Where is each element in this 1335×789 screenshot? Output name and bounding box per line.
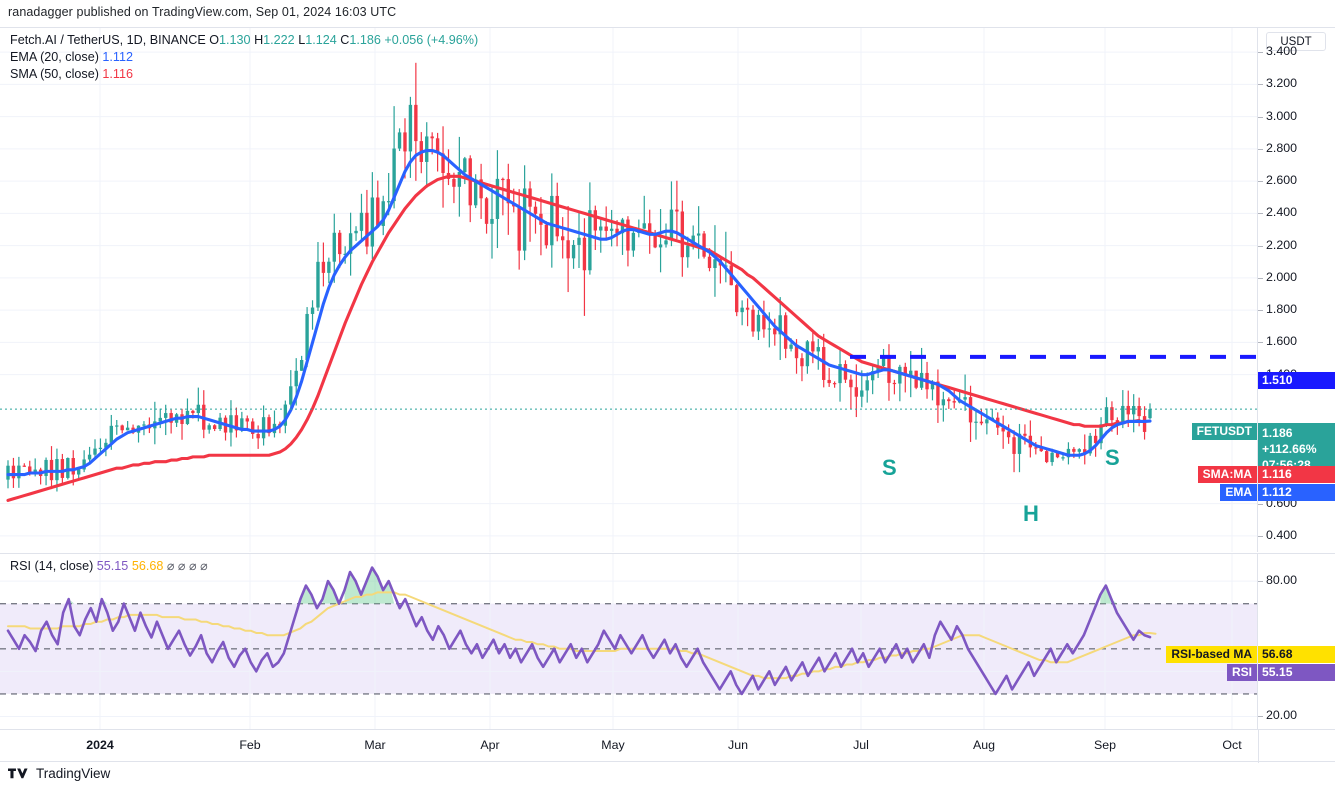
last-price-value: 1.186	[1262, 426, 1293, 440]
legend-symbol-row[interactable]: Fetch.AI / TetherUS, 1D, BINANCE O1.130 …	[10, 32, 478, 49]
price-axis-tickmark	[1258, 213, 1263, 215]
attribution-text: ranadagger published on TradingView.com,…	[8, 5, 397, 19]
sma-price-badge[interactable]: 1.116	[1258, 466, 1335, 483]
price-axis-tick: 2.600	[1266, 173, 1298, 188]
legend-high-label: H	[254, 33, 264, 47]
rsi-legend-row: RSI (14, close) 55.15 56.68 ⌀ ⌀ ⌀ ⌀	[10, 558, 208, 573]
price-axis-tick: 1.800	[1266, 302, 1298, 317]
time-axis-divider	[1258, 730, 1259, 763]
last-price-badge[interactable]: 1.186 +112.66% 07:56:28	[1258, 423, 1335, 472]
chart-frame: Fetch.AI / TetherUS, 1D, BINANCE O1.130 …	[0, 27, 1335, 763]
price-axis-tickmark	[1258, 277, 1263, 279]
rsi-legend-title: RSI (14, close)	[10, 559, 94, 573]
time-axis-label: Sep	[1093, 738, 1117, 752]
time-axis-label: Jul	[853, 738, 869, 752]
price-axis-tickmark	[1258, 535, 1263, 537]
time-axis-label: Mar	[364, 738, 386, 752]
rsi-legend-value: 55.15	[96, 559, 129, 573]
legend-symbol: Fetch.AI / TetherUS, 1D, BINANCE	[10, 33, 206, 47]
time-axis[interactable]: 2024 Feb Mar Apr May Jun Jul Aug Sep Oct	[0, 729, 1335, 763]
legend-low-value: 1.124	[305, 33, 337, 47]
rsi-value-badge[interactable]: 55.15	[1258, 664, 1335, 681]
price-axis[interactable]: USDT 3.400 3.200 3.000 2.800 2.600 2.400 2.200…	[1258, 28, 1335, 552]
price-axis-tickmark	[1258, 52, 1263, 54]
price-axis-tick: 2.800	[1266, 140, 1298, 155]
legend-low-label: L	[298, 33, 306, 47]
price-axis-tick: 0.400	[1266, 527, 1298, 542]
sma-tag[interactable]: SMA:MA	[1197, 466, 1257, 483]
price-axis-tickmark	[1258, 342, 1263, 344]
time-axis-label: Jun	[728, 738, 748, 752]
price-axis-tick: 2.000	[1266, 269, 1298, 284]
tradingview-logo-icon	[8, 768, 28, 778]
rsi-legend[interactable]: RSI (14, close) 55.15 56.68 ⌀ ⌀ ⌀ ⌀	[10, 558, 208, 573]
legend-ema-title: EMA (20, close)	[10, 50, 99, 64]
legend-sma-title: SMA (50, close)	[10, 67, 99, 81]
price-axis-tick: 3.000	[1266, 108, 1298, 123]
rsi-legend-ma-value: 56.68	[131, 559, 164, 573]
currency-chip[interactable]: USDT	[1266, 32, 1326, 51]
price-axis-tickmark	[1258, 310, 1263, 312]
last-price-change: +112.66%	[1262, 442, 1317, 456]
rsi-pane[interactable]: RSI (14, close) 55.15 56.68 ⌀ ⌀ ⌀ ⌀ RSI-…	[0, 553, 1258, 729]
tradingview-brand-text: TradingView	[36, 766, 111, 781]
pattern-left-shoulder: S	[882, 455, 897, 480]
legend-close-label: C	[340, 33, 350, 47]
legend-sma-row[interactable]: SMA (50, close) 1.116	[10, 66, 478, 83]
legend-open-value: 1.130	[219, 33, 251, 47]
rsi-chart-svg	[0, 554, 1257, 729]
rsi-legend-empty-1: ⌀	[166, 559, 175, 573]
ema-price-badge[interactable]: 1.112	[1258, 484, 1335, 501]
time-axis-label: Oct	[1222, 738, 1242, 752]
price-axis-tickmark	[1258, 245, 1263, 247]
price-axis-tick: 2.200	[1266, 237, 1298, 252]
ema-tag[interactable]: EMA	[1220, 484, 1257, 501]
time-axis-label: Feb	[239, 738, 261, 752]
time-axis-label: 2024	[86, 738, 114, 752]
price-legend: Fetch.AI / TetherUS, 1D, BINANCE O1.130 …	[10, 32, 478, 83]
resistance-price-badge[interactable]: 1.510	[1258, 372, 1335, 389]
price-axis-tickmark	[1258, 181, 1263, 183]
legend-sma-value: 1.116	[102, 67, 133, 81]
rsi-legend-empty-3: ⌀	[189, 559, 197, 573]
legend-open-label: O	[209, 33, 220, 47]
price-axis-tickmark	[1258, 148, 1263, 150]
rsi-ma-value-badge[interactable]: 56.68	[1258, 646, 1335, 663]
rsi-axis-tickmark	[1258, 581, 1263, 583]
time-axis-label: Apr	[480, 738, 500, 752]
rsi-axis-tick: 20.00	[1266, 708, 1298, 723]
price-axis-tick: 2.400	[1266, 205, 1298, 220]
price-axis-tick: 3.200	[1266, 76, 1298, 91]
legend-ema-value: 1.112	[102, 50, 133, 64]
rsi-legend-empty-2: ⌀	[177, 559, 186, 573]
legend-change: +0.056 (+4.96%)	[384, 33, 479, 47]
footer: TradingView	[8, 766, 110, 781]
price-axis-tick: 1.600	[1266, 334, 1298, 349]
price-axis-tickmark	[1258, 503, 1263, 505]
rsi-ma-tag[interactable]: RSI-based MA	[1166, 646, 1257, 663]
rsi-axis-tickmark	[1258, 716, 1263, 718]
price-pane[interactable]: Fetch.AI / TetherUS, 1D, BINANCE O1.130 …	[0, 28, 1258, 552]
time-axis-label: Aug	[972, 738, 996, 752]
rsi-legend-empty-4: ⌀	[200, 559, 208, 573]
pattern-head: H	[1023, 501, 1039, 526]
price-axis-tickmark	[1258, 84, 1263, 86]
symbol-price-tag[interactable]: FETUSDT	[1191, 423, 1257, 440]
legend-close-value: 1.186	[349, 33, 381, 47]
pattern-right-shoulder: S	[1105, 445, 1120, 470]
price-axis-tick: 3.400	[1266, 44, 1298, 59]
legend-high-value: 1.222	[263, 33, 295, 47]
price-axis-tickmark	[1258, 116, 1263, 118]
price-chart-svg	[0, 28, 1257, 552]
rsi-tag[interactable]: RSI	[1226, 664, 1257, 681]
time-axis-label: May	[601, 738, 625, 752]
rsi-axis-tick: 80.00	[1266, 573, 1298, 588]
legend-ema-row[interactable]: EMA (20, close) 1.112	[10, 49, 478, 66]
